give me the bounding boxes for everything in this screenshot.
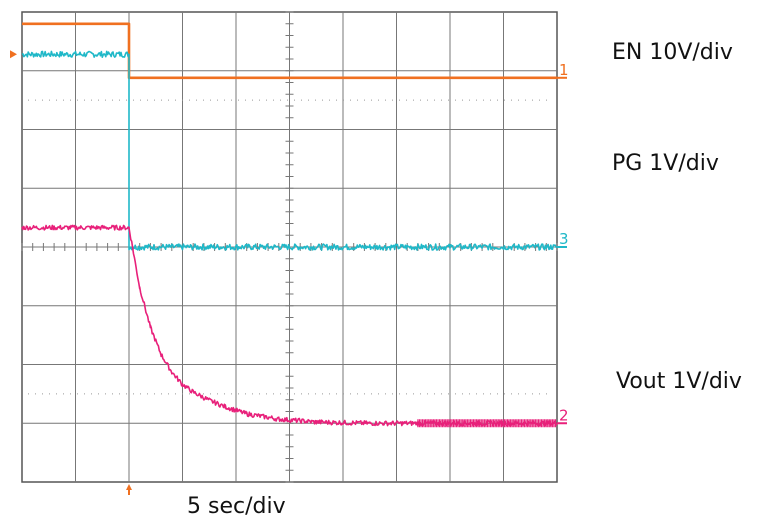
en-scale-label: EN 10V/div: [612, 40, 733, 65]
channel-marker-1: 1: [559, 61, 569, 79]
trace-en: [21, 22, 558, 80]
trigger-time-arrow: [126, 484, 132, 490]
vout-scale-label: Vout 1V/div: [616, 369, 742, 394]
channel-marker-3: 3: [559, 230, 569, 248]
trace-pg: [21, 50, 558, 251]
trigger-level-arrow: [10, 50, 17, 59]
channel-marker-2: 2: [559, 406, 569, 424]
timebase-label: 5 sec/div: [187, 494, 286, 519]
pg-scale-label: PG 1V/div: [612, 151, 719, 176]
